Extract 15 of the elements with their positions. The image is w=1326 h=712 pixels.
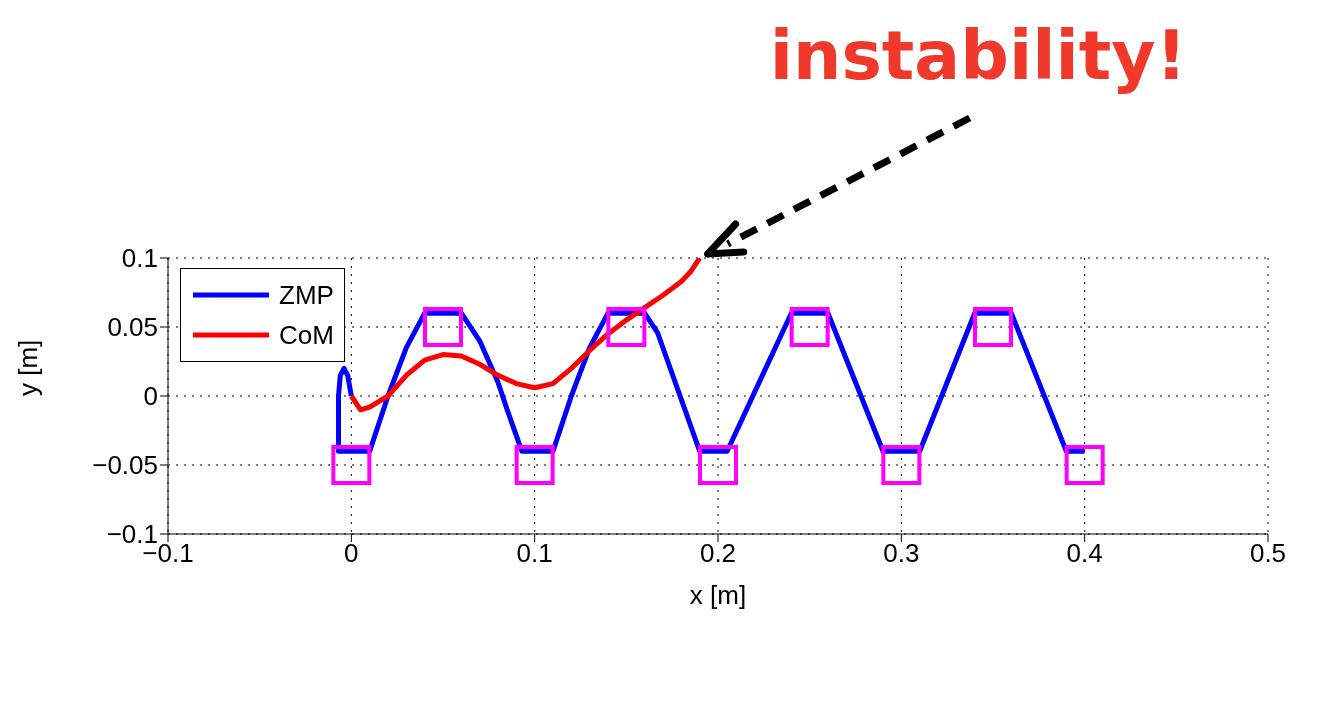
legend-label: CoM <box>279 319 334 351</box>
x-tick-label: 0.1 <box>516 538 553 569</box>
x-tick-label: 0.2 <box>699 538 737 569</box>
y-tick-label: 0.1 <box>121 243 158 274</box>
x-axis-title: x [m] <box>689 580 747 610</box>
x-tick-label: 0.4 <box>1066 538 1103 569</box>
x-tick-label: 0.3 <box>883 538 920 569</box>
x-tick-label: 0 <box>344 538 359 569</box>
x-tick-label: 0.5 <box>1249 538 1287 569</box>
y-tick-label: 0.05 <box>107 312 158 343</box>
y-tick-label: −0.05 <box>92 450 158 481</box>
y-tick-label: 0 <box>143 381 158 412</box>
legend-label: ZMP <box>279 279 334 311</box>
annotation: instability! <box>769 16 1187 95</box>
y-axis-title: y [m] <box>13 339 44 396</box>
